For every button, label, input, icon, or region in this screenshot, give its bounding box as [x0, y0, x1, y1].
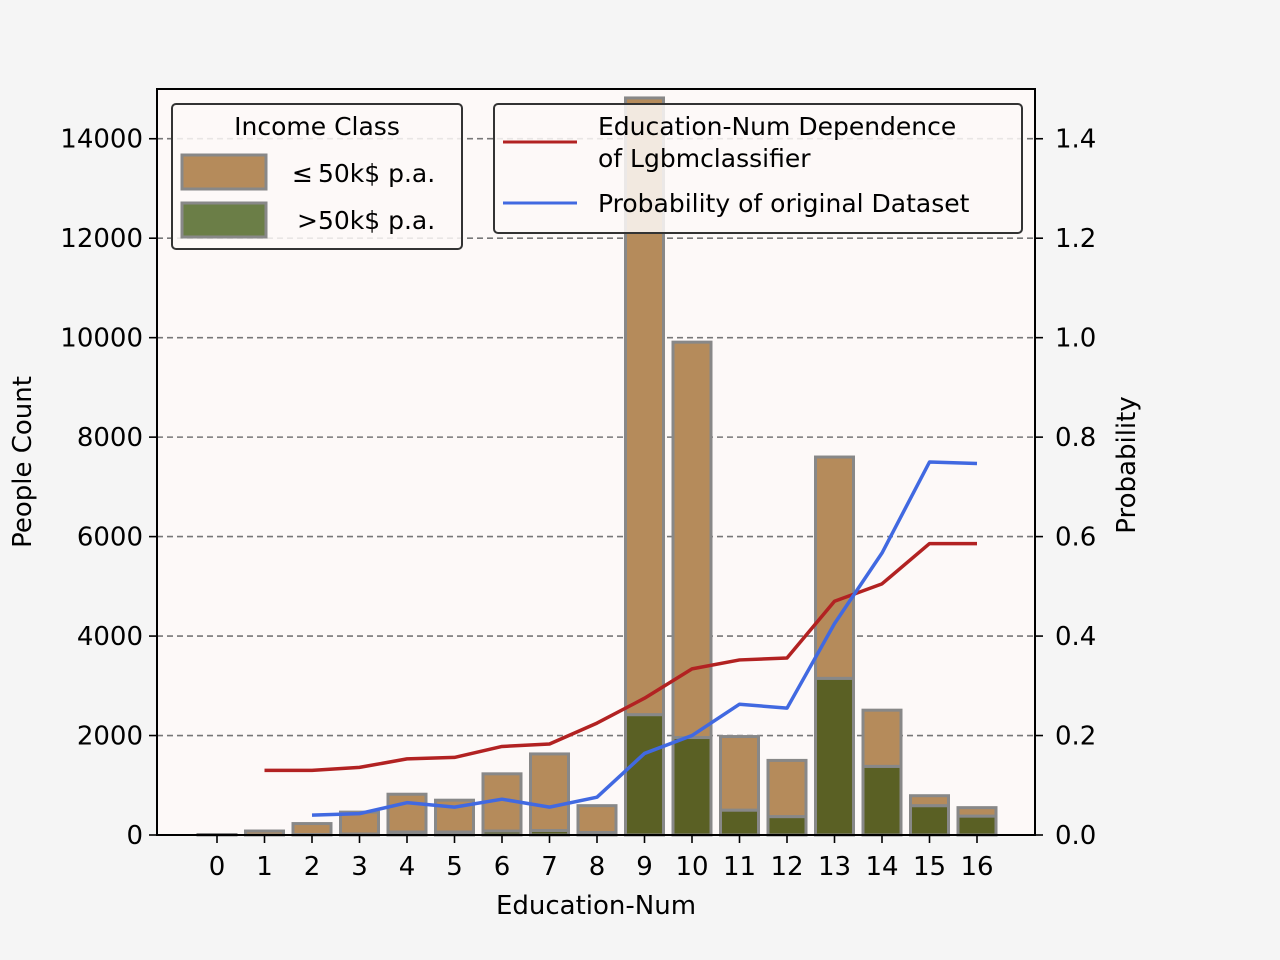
x-tick-label: 14 [865, 852, 898, 882]
legend-income-class: Income Class ≤ 50k$ p.a. >50k$ p.a. [171, 103, 463, 250]
bar-low-income [671, 340, 713, 740]
right-y-tick-label: 0.4 [1055, 622, 1096, 652]
x-tick-label: 7 [541, 852, 558, 882]
right-y-axis-ticks: 0.0 0.2 0.4 0.6 0.8 1.0 1.2 1.4 [1035, 125, 1096, 851]
legend-title: Income Class [234, 112, 400, 141]
x-tick-label: 4 [399, 852, 416, 882]
bar-low-income [956, 806, 998, 818]
x-tick-label: 2 [304, 852, 321, 882]
bar-low-income [719, 735, 760, 812]
x-tick-label: 1 [256, 852, 273, 882]
bar-low-income [386, 792, 428, 834]
right-y-tick-label: 0.6 [1055, 523, 1096, 553]
line-lgbm-dependence [264, 541, 977, 773]
x-tick-label: 8 [589, 852, 606, 882]
bar-high-income [956, 814, 998, 837]
left-y-axis-ticks: 0 2000 4000 6000 8000 10000 12000 14000 [60, 125, 157, 851]
bar-low-income [291, 822, 333, 837]
right-y-tick-label: 1.0 [1055, 324, 1096, 354]
line-original-probability [311, 460, 978, 817]
x-tick-label: 13 [818, 852, 851, 882]
right-y-axis-label: Probability [1112, 396, 1142, 533]
right-y-tick-label: 0.2 [1055, 722, 1096, 752]
legend-swatch-low-income [180, 153, 268, 191]
left-y-tick-label: 0 [126, 821, 143, 851]
x-tick-label: 15 [913, 852, 946, 882]
bar-high-income [766, 815, 808, 837]
x-tick-label: 12 [770, 852, 803, 882]
left-y-tick-label: 12000 [60, 224, 143, 254]
left-y-tick-label: 8000 [77, 423, 143, 453]
legend-label-lgbm-line1: Education-Num Dependence [598, 112, 956, 141]
bar-high-income [624, 713, 665, 837]
bar-low-income [814, 455, 855, 680]
x-tick-label: 3 [351, 852, 368, 882]
left-y-tick-label: 2000 [77, 722, 143, 752]
bar-low-income [861, 708, 903, 768]
probability-lines [264, 460, 978, 817]
legend-frame [493, 103, 1023, 234]
x-tick-label: 16 [960, 852, 993, 882]
x-tick-label: 5 [446, 852, 463, 882]
x-tick-label: 0 [209, 852, 226, 882]
bar-high-income [861, 764, 903, 837]
left-y-tick-label: 6000 [77, 523, 143, 553]
left-y-tick-label: 14000 [60, 125, 143, 155]
right-y-tick-label: 0.0 [1055, 821, 1096, 851]
bar-low-income [529, 752, 570, 833]
legend-label-lgbm-line2: of Lgbmclassifier [598, 144, 811, 173]
bar-high-income [671, 736, 713, 837]
left-y-tick-label: 4000 [77, 622, 143, 652]
x-tick-label: 11 [723, 852, 756, 882]
legend-label-high-income: >50k$ p.a. [297, 206, 435, 235]
legend-swatch-high-income [180, 201, 268, 239]
bar-high-income [909, 804, 950, 837]
right-y-tick-label: 1.2 [1055, 224, 1096, 254]
x-tick-label: 6 [494, 852, 511, 882]
x-tick-label: 9 [636, 852, 653, 882]
right-y-tick-label: 0.8 [1055, 423, 1096, 453]
legend-lines: Education-Num Dependence of Lgbmclassifi… [493, 103, 1023, 234]
bar-high-income [814, 676, 855, 837]
bar-low-income [766, 758, 808, 819]
x-axis-label: Education-Num [496, 891, 696, 921]
bar-high-income [719, 808, 760, 837]
x-axis-ticks: 0 1 2 3 4 5 6 7 8 9 10 11 12 13 14 15 16 [209, 835, 994, 882]
plot-frame [156, 88, 1036, 836]
legend-label-low-income: ≤ 50k$ p.a. [292, 159, 435, 188]
left-y-tick-label: 10000 [60, 324, 143, 354]
bar-low-income [576, 804, 618, 835]
bar-low-income [909, 794, 950, 808]
x-tick-label: 10 [675, 852, 708, 882]
right-y-tick-label: 1.4 [1055, 125, 1096, 155]
legend-label-original: Probability of original Dataset [598, 189, 970, 218]
left-y-axis-label: People Count [8, 376, 38, 548]
